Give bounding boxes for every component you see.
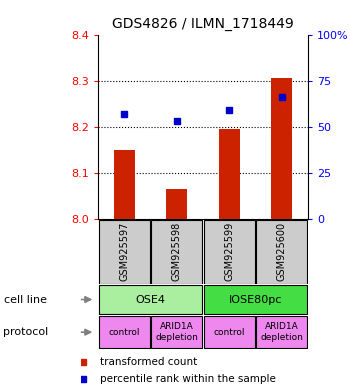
Text: OSE4: OSE4 [135, 295, 166, 305]
Title: GDS4826 / ILMN_1718449: GDS4826 / ILMN_1718449 [112, 17, 294, 31]
Bar [219, 129, 240, 219]
Bar [204, 316, 255, 348]
Text: GSM925597: GSM925597 [119, 222, 129, 281]
Text: control: control [108, 328, 140, 337]
Text: protocol: protocol [4, 327, 49, 337]
Text: IOSE80pc: IOSE80pc [229, 295, 282, 305]
Bar [256, 316, 307, 348]
Text: control: control [214, 328, 245, 337]
Text: ARID1A
depletion: ARID1A depletion [260, 323, 303, 342]
Text: ARID1A
depletion: ARID1A depletion [155, 323, 198, 342]
Text: cell line: cell line [4, 295, 47, 305]
Bar [114, 150, 135, 219]
Bar [151, 220, 202, 283]
Text: GSM925599: GSM925599 [224, 222, 234, 281]
Bar [99, 316, 150, 348]
Bar [99, 220, 150, 283]
Text: GSM925598: GSM925598 [172, 222, 182, 281]
Text: GSM925600: GSM925600 [277, 222, 287, 281]
Bar [271, 78, 292, 219]
Bar [256, 220, 307, 283]
Text: percentile rank within the sample: percentile rank within the sample [100, 374, 276, 384]
Bar [204, 220, 255, 283]
Bar [166, 189, 187, 219]
Bar [99, 285, 202, 314]
Bar [204, 285, 308, 314]
Text: transformed count: transformed count [100, 357, 197, 367]
Bar [151, 316, 202, 348]
